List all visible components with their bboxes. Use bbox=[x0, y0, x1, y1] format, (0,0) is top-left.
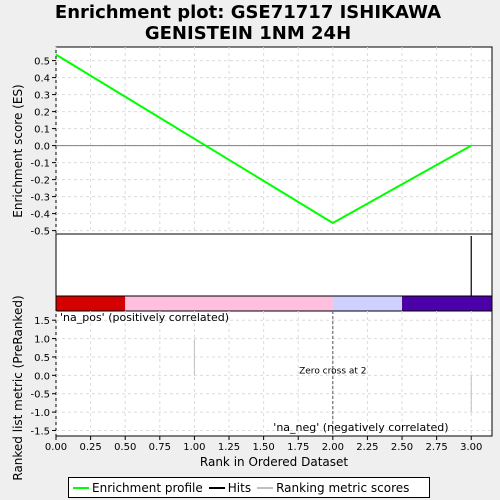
x-axis-label: Rank in Ordered Dataset bbox=[200, 455, 348, 469]
x-tick-label-11: 2.75 bbox=[426, 442, 448, 453]
metric-y-axis-label: Ranked list metric (PreRanked) bbox=[11, 295, 25, 480]
metric-y-tick-label-5: -1.0 bbox=[30, 408, 50, 419]
positive-correlation-label: 'na_pos' (positively correlated) bbox=[60, 311, 229, 324]
es-y-tick-label-8: -0.3 bbox=[30, 193, 50, 204]
rank-bar-segment-3 bbox=[402, 296, 492, 311]
x-tick-label-6: 1.50 bbox=[252, 442, 274, 453]
ranking-metric-swatch bbox=[257, 487, 273, 489]
legend-label-enrichment-profile: Enrichment profile bbox=[92, 481, 203, 495]
es-y-tick-label-6: -0.1 bbox=[30, 159, 50, 170]
chart-title-line-1: Enrichment plot: GSE71717 ISHIKAWA bbox=[55, 2, 441, 23]
es-y-tick-label-0: 0.5 bbox=[34, 57, 50, 68]
hits-plot-area bbox=[56, 234, 492, 296]
es-y-tick-label-7: -0.2 bbox=[30, 176, 50, 187]
x-tick-label-7: 1.75 bbox=[287, 442, 309, 453]
legend: Enrichment profile Hits Ranking metric s… bbox=[68, 477, 430, 498]
zero-cross-label: Zero cross at 2 bbox=[299, 367, 366, 377]
es-y-tick-label-3: 0.2 bbox=[34, 108, 50, 119]
es-y-tick-label-1: 0.4 bbox=[34, 74, 50, 85]
es-y-axis-label: Enrichment score (ES) bbox=[11, 84, 25, 217]
rank-bar-segment-1 bbox=[125, 296, 333, 311]
ranking-metric-panel: 1.5 1.0 0.5 0.0 -0.5 -1.0 -1.5 Zero cross at 2 '… bbox=[30, 311, 492, 437]
es-y-tick-label-4: 0.1 bbox=[34, 125, 50, 136]
metric-y-tick-label-2: 0.5 bbox=[34, 353, 50, 364]
metric-y-tick-label-4: -0.5 bbox=[30, 390, 50, 401]
x-axis: 0.00 0.25 0.50 0.75 1.00 1.25 1.50 1.75 2.00 2.25… bbox=[45, 436, 483, 453]
metric-y-tick-label-0: 1.5 bbox=[34, 316, 50, 327]
x-tick-label-3: 0.75 bbox=[149, 442, 171, 453]
es-y-tick-label-5: 0.0 bbox=[34, 142, 50, 153]
enrichment-profile-swatch bbox=[73, 487, 89, 489]
rank-bar-segment-0 bbox=[56, 296, 125, 311]
chart-title-line-2: GENISTEIN 1NM 24H bbox=[145, 23, 351, 44]
x-tick-label-1: 0.25 bbox=[79, 442, 101, 453]
x-tick-label-5: 1.25 bbox=[218, 442, 240, 453]
es-y-tick-label-2: 0.3 bbox=[34, 91, 50, 102]
x-tick-label-0: 0.00 bbox=[45, 442, 67, 453]
x-tick-label-9: 2.25 bbox=[356, 442, 378, 453]
es-plot-area bbox=[56, 47, 492, 234]
metric-y-tick-label-6: -1.5 bbox=[30, 426, 50, 437]
metric-plot-area bbox=[56, 311, 492, 436]
negative-correlation-label: 'na_neg' (negatively correlated) bbox=[273, 421, 448, 434]
rank-bar-segment-2 bbox=[333, 296, 402, 311]
x-tick-label-2: 0.50 bbox=[114, 442, 136, 453]
hits-swatch bbox=[209, 487, 225, 489]
legend-item-enrichment-profile: Enrichment profile bbox=[73, 481, 203, 495]
rank-color-bar bbox=[56, 296, 492, 311]
legend-label-hits: Hits bbox=[228, 481, 251, 495]
es-y-tick-label-9: -0.4 bbox=[30, 210, 50, 221]
es-y-tick-label-10: -0.5 bbox=[30, 227, 50, 238]
x-tick-label-8: 2.00 bbox=[322, 442, 344, 453]
enrichment-score-panel: 0.5 0.4 0.3 0.2 0.1 0.0 -0.1 -0.2 -0.3 -0.4 -0.5 bbox=[30, 47, 492, 238]
x-tick-label-4: 1.00 bbox=[183, 442, 205, 453]
metric-y-tick-label-3: 0.0 bbox=[34, 371, 50, 382]
metric-y-tick-label-1: 1.0 bbox=[34, 335, 50, 346]
x-tick-label-10: 2.50 bbox=[391, 442, 413, 453]
legend-item-hits: Hits bbox=[209, 481, 251, 495]
hits-panel bbox=[56, 234, 492, 296]
legend-item-ranking-metric: Ranking metric scores bbox=[257, 481, 409, 495]
x-tick-label-12: 3.00 bbox=[460, 442, 482, 453]
legend-label-ranking-metric: Ranking metric scores bbox=[276, 481, 409, 495]
